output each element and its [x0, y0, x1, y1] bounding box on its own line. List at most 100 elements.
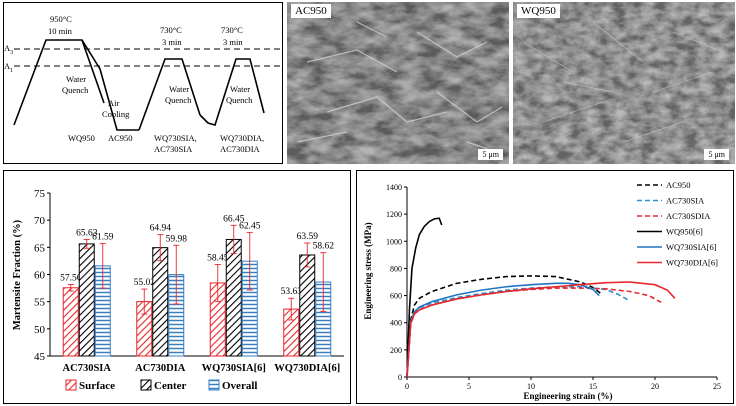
curve-wq730sia6	[406, 282, 600, 378]
wq730dia-label: WQ730DIA,	[220, 133, 264, 143]
ia1-temp: 730°C	[160, 25, 182, 35]
legend-swatch-surface	[65, 379, 77, 391]
line-y-tick-label: 200	[390, 346, 402, 355]
line-x-tick-label: 20	[651, 382, 659, 391]
line-y-tick-label: 800	[390, 264, 402, 273]
bar-y-tick-label: 55	[34, 297, 46, 309]
line-y-tick-label: 400	[390, 319, 402, 328]
bar-value-label: 55.02	[134, 278, 156, 288]
bar-center	[299, 254, 316, 357]
legend-label-surface: Surface	[79, 380, 115, 392]
line-x-tick-label: 25	[713, 382, 721, 391]
water-quench-1: Water	[66, 74, 86, 84]
curve-wq9506	[406, 217, 443, 378]
bar-y-tick-label: 50	[34, 324, 46, 336]
bar-value-label: 66.45	[223, 214, 245, 224]
bar-value-label: 61.59	[92, 233, 114, 243]
legend-label-center: Center	[154, 380, 186, 392]
bar-surface	[62, 287, 79, 357]
ia2-profile	[199, 58, 265, 126]
bar-y-tick-label: 45	[34, 351, 46, 363]
legend-label-ac730sdia: AC730SDIA	[666, 211, 711, 221]
line-y-tick-label: 600	[390, 292, 402, 301]
a1-label: A	[4, 61, 11, 71]
aust-temp: 950°C	[50, 14, 72, 24]
curve-ac730sia	[406, 285, 631, 378]
water-quench-2: Water	[169, 84, 189, 94]
water-quench-1b: Quench	[62, 85, 89, 95]
legend-label-wq730dia6: WQ730DIA[6]	[666, 258, 718, 268]
bar-center	[152, 247, 169, 357]
micrograph-ac950: AC950 5 μm	[287, 2, 509, 164]
a3-label: A	[4, 43, 11, 53]
bar-category-label: AC730SIA	[63, 363, 112, 374]
line-y-tick-label: 1000	[386, 237, 402, 246]
air-cooling-b: Cooling	[102, 109, 130, 119]
legend-label-overall: Overall	[222, 380, 257, 392]
line-x-tick-label: 5	[467, 382, 471, 391]
aust-time: 10 min	[48, 26, 73, 36]
bar-value-label: 62.45	[239, 221, 261, 231]
legend-label-wq9506: WQ950[6]	[666, 227, 703, 237]
legend-label-wq730sia6: WQ730SIA[6]	[666, 242, 717, 252]
bar-value-label: 63.59	[297, 232, 319, 242]
ia1-time: 3 min	[162, 37, 182, 47]
scale-bar: 5 μm	[704, 149, 729, 160]
heat-treatment-schematic: A3 A1 950°C 10 min 730°C 3 min 730°C 3 m…	[3, 2, 283, 164]
ia2-temp: 730°C	[221, 25, 243, 35]
martensite-bar-chart: 45 50 55 60 65 70 75 57.56 65.63 61.59 AC730SIA 55…	[3, 170, 351, 404]
bar-y-tick-label: 70	[34, 215, 46, 227]
air-cool-profile	[81, 39, 139, 131]
line-x-tick-label: 10	[527, 382, 535, 391]
scale-bar: 5 μm	[478, 149, 503, 160]
schematic-svg: A3 A1 950°C 10 min 730°C 3 min 730°C 3 m…	[4, 14, 280, 154]
a1-sub: 1	[10, 68, 13, 74]
air-cooling: Air	[108, 98, 120, 108]
micrograph-wq950: WQ950 5 μm	[513, 2, 735, 164]
line-x-tick-label: 15	[589, 382, 597, 391]
line-x-axis-label: Engineering strain (%)	[524, 391, 613, 401]
bar-value-label: 58.45	[207, 253, 229, 263]
bar-value-label: 65.63	[76, 229, 98, 239]
a3-sub: 3	[10, 50, 13, 56]
austenitize-profile	[13, 39, 105, 126]
bar-y-tick-label: 65	[34, 242, 46, 254]
curve-wq730dia6	[406, 281, 676, 378]
bar-category-label: WQ730DIA[6]	[274, 363, 340, 374]
ac950-label: AC950	[108, 133, 133, 143]
bar-y-tick-label: 60	[34, 270, 46, 282]
ia1-profile	[138, 58, 201, 131]
legend-swatch-overall	[208, 379, 220, 391]
line-y-tick-label: 0	[398, 373, 402, 382]
bar-category-label: AC730DIA	[135, 363, 186, 374]
ac730dia-label: AC730DIA	[220, 144, 261, 154]
svg-text:A3: A3	[4, 43, 13, 56]
line-y-tick-label: 1400	[386, 183, 402, 192]
curve-ac950	[406, 275, 603, 378]
micrograph-label: WQ950	[517, 4, 560, 18]
micrograph-label: AC950	[291, 4, 331, 18]
legend-label-ac950: AC950	[666, 180, 691, 190]
bar-y-tick-label: 75	[34, 188, 46, 200]
ac730sia-label: AC730SIA	[154, 144, 193, 154]
legend-label-ac730sia: AC730SIA	[666, 196, 705, 206]
bar-y-axis-label: Martensite Fraction (%)	[12, 219, 23, 330]
bar-value-label: 58.62	[313, 242, 335, 252]
line-x-tick-label: 0	[405, 382, 409, 391]
water-quench-3b: Quench	[226, 95, 253, 105]
water-quench-3: Water	[230, 84, 250, 94]
bar-legend: Surface Center Overall	[65, 379, 257, 392]
micrograph-ac950-image	[287, 2, 509, 164]
line-chart-svg: 0 200 400 600 800 1000 1200 1400 0 5 10 15 20 25 Engi…	[363, 180, 721, 401]
bar-center	[225, 238, 242, 357]
ia2-time: 3 min	[223, 37, 243, 47]
line-legend: AC950 AC730SIA AC730SDIA WQ950[6] WQ730SIA[6…	[637, 180, 718, 268]
bar-value-label: 59.98	[166, 234, 188, 244]
bar-center	[78, 243, 95, 357]
bar-value-label: 53.63	[281, 287, 303, 297]
bar-value-label: 57.56	[60, 273, 82, 283]
line-y-axis-label: Engineering stress (MPa)	[363, 222, 373, 319]
bar-category-label: WQ730SIA[6]	[202, 363, 266, 374]
bar-value-label: 64.94	[150, 224, 172, 234]
